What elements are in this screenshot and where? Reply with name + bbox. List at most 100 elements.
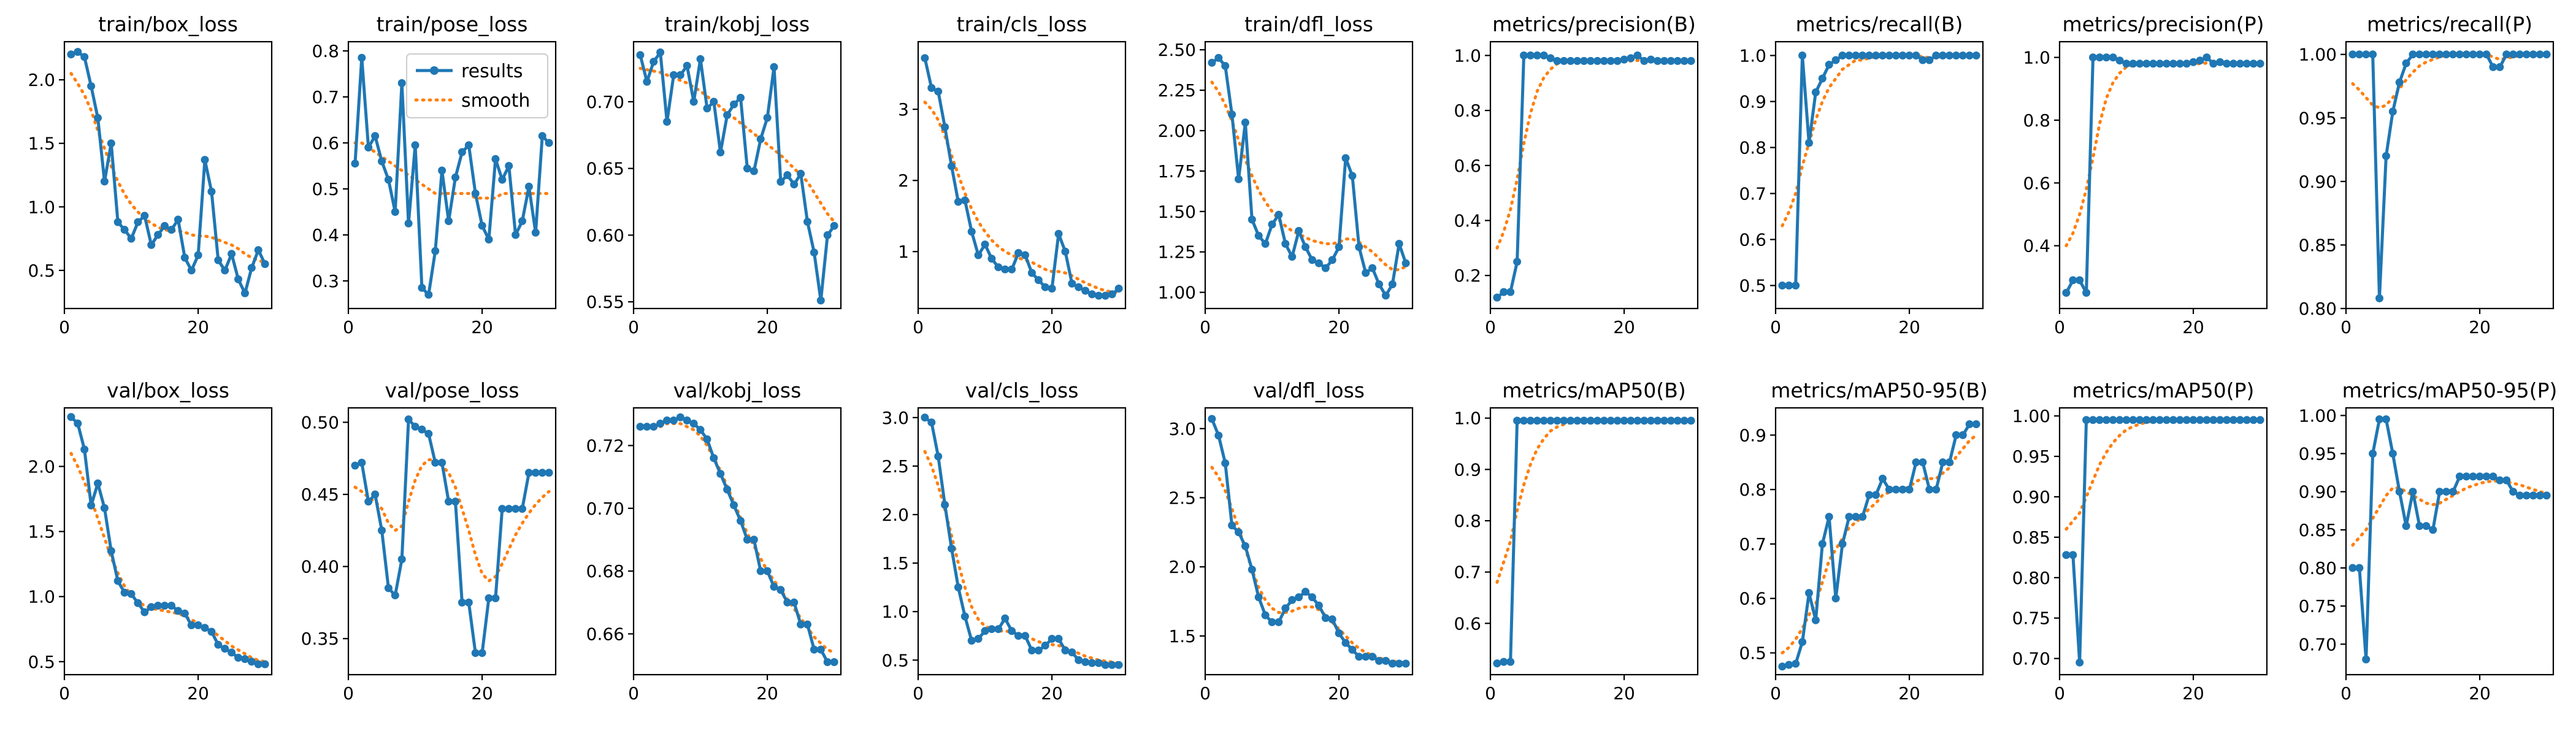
legend-results-marker [430, 66, 439, 75]
y-tick-label: 0.5 [28, 261, 55, 281]
results-point [531, 469, 540, 477]
results-point [974, 635, 983, 643]
results-point [505, 162, 513, 170]
results-point [134, 599, 142, 607]
results-point [2436, 50, 2444, 59]
results-point [1027, 269, 1036, 277]
results-point [2163, 416, 2171, 424]
results-point [1958, 52, 1967, 59]
results-point [384, 584, 393, 592]
x-tick-label: 0 [343, 683, 354, 703]
plot-frame [917, 40, 1127, 310]
panel-title: val/pose_loss [385, 378, 519, 402]
results-point [1341, 154, 1350, 163]
results-point [1838, 540, 1847, 548]
results-point [1939, 458, 1947, 467]
results-point [683, 61, 691, 70]
results-point [1493, 293, 1501, 302]
results-point [2082, 288, 2091, 297]
results-line [1496, 53, 1692, 299]
results-point [1952, 52, 1960, 59]
results-point [1114, 661, 1123, 669]
x-tick-label: 0 [628, 683, 639, 703]
results-point [1805, 139, 1813, 147]
results-point [180, 253, 189, 262]
results-point [1021, 632, 1029, 640]
results-point [2182, 59, 2191, 68]
y-tick-label: 1.25 [1158, 242, 1196, 263]
results-point [147, 240, 156, 249]
x-tick-label: 20 [756, 683, 778, 703]
x-tick-label: 20 [756, 317, 778, 337]
results-point [830, 658, 838, 666]
results-point [1965, 52, 1974, 59]
results-point [934, 452, 943, 461]
results-point [87, 82, 96, 90]
panel-title: train/kobj_loss [665, 12, 810, 36]
results-point [737, 516, 745, 525]
results-point [987, 625, 996, 634]
results-point [1513, 416, 1522, 425]
y-tick-label: 2.5 [1168, 488, 1196, 508]
results-point [2382, 151, 2390, 160]
results-point [2422, 522, 2431, 531]
results-point [1221, 459, 1230, 467]
results-point [2102, 416, 2110, 424]
results-point [2522, 491, 2531, 500]
y-tick-label: 0.8 [312, 41, 339, 61]
y-tick-label: 1.00 [1158, 283, 1196, 303]
panel-title: val/cls_loss [965, 378, 1079, 402]
panel-metrics-recall-b: metrics/recall(B) 0.5 0.6 0.7 0.8 0.9 1.0 0 20 [1739, 12, 1984, 337]
y-tick-label: 0.95 [2299, 444, 2337, 464]
y-tick-label: 1.75 [1158, 161, 1196, 182]
results-point [94, 479, 102, 488]
results-point [1506, 288, 1515, 296]
results-point [2475, 50, 2484, 59]
results-point [1925, 485, 1934, 494]
results-point [1241, 542, 1249, 550]
results-point [1235, 175, 1243, 183]
results-point [1660, 416, 1668, 425]
results-point [498, 505, 507, 513]
results-point [770, 63, 778, 71]
results-point [240, 289, 249, 297]
y-tick-label: 0.5 [28, 652, 55, 672]
y-tick-label: 0.8 [1454, 511, 1481, 531]
results-point [491, 155, 500, 163]
y-tick-label: 0.75 [2012, 608, 2050, 629]
results-point [643, 423, 651, 431]
results-point [485, 236, 493, 243]
results-point [471, 190, 480, 197]
results-point [1081, 286, 1090, 295]
results-point [1687, 56, 1695, 65]
results-point [531, 228, 540, 237]
results-point [2122, 416, 2131, 424]
results-point [1831, 56, 1840, 64]
plot-frame [632, 407, 842, 676]
results-point [221, 266, 229, 275]
results-point [1395, 659, 1403, 668]
results-point [1620, 416, 1628, 425]
results-point [1348, 172, 1357, 180]
results-point [934, 87, 943, 96]
y-tick-label: 2 [898, 171, 909, 191]
x-tick-label: 20 [1328, 317, 1350, 337]
results-point [803, 218, 811, 226]
results-point [1094, 659, 1103, 667]
results-point [1301, 243, 1309, 251]
results-point [2388, 450, 2397, 458]
x-tick-label: 0 [59, 317, 70, 337]
results-point [1001, 614, 1010, 623]
results-point [1526, 51, 1535, 59]
results-point [120, 588, 129, 597]
y-tick-label: 1.00 [2299, 405, 2337, 426]
smooth-line [1210, 80, 1408, 272]
results-point [1865, 52, 1874, 59]
results-point [1654, 416, 1662, 425]
y-tick-label: 0.7 [1739, 184, 1766, 204]
results-point [756, 567, 765, 575]
results-point [2475, 472, 2484, 481]
results-point [941, 123, 949, 131]
y-tick-label: 0.80 [2299, 558, 2337, 578]
results-point [1208, 415, 1216, 423]
